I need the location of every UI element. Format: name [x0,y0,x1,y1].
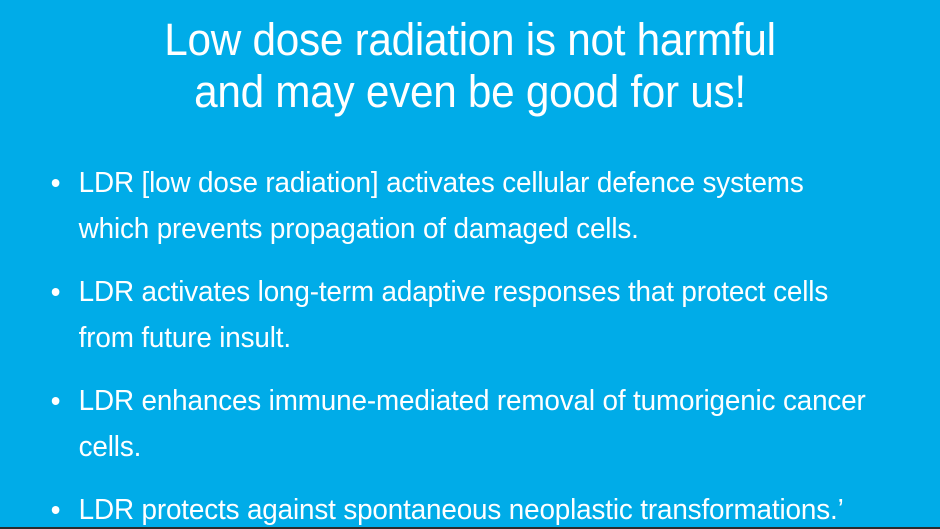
list-item-label: LDR protects against spontaneous neoplas… [78,494,844,526]
round-bullet-icon [51,288,60,296]
list-item: LDR protects against spontaneous neoplas… [46,487,875,527]
round-bullet-icon [51,179,60,187]
list-item: LDR activates long-term adaptive respons… [46,269,875,361]
list-item-label: LDR activates long-term adaptive respons… [78,276,829,354]
round-bullet-icon [51,506,60,514]
round-bullet-icon [51,397,60,405]
list-item-label: LDR [low dose radiation] activates cellu… [78,167,804,245]
page-title-line-1: Low dose radiation is not harmful [164,14,776,65]
list-item: LDR [low dose radiation] activates cellu… [46,160,875,252]
bullet-list: LDR [low dose radiation] activates cellu… [46,160,910,527]
page-title-line-2: and may even be good for us! [194,66,746,117]
list-item: LDR enhances immune-mediated removal of … [46,378,875,470]
page-title: Low dose radiation is not harmful and ma… [28,14,912,118]
list-item-label: LDR enhances immune-mediated removal of … [78,385,866,463]
